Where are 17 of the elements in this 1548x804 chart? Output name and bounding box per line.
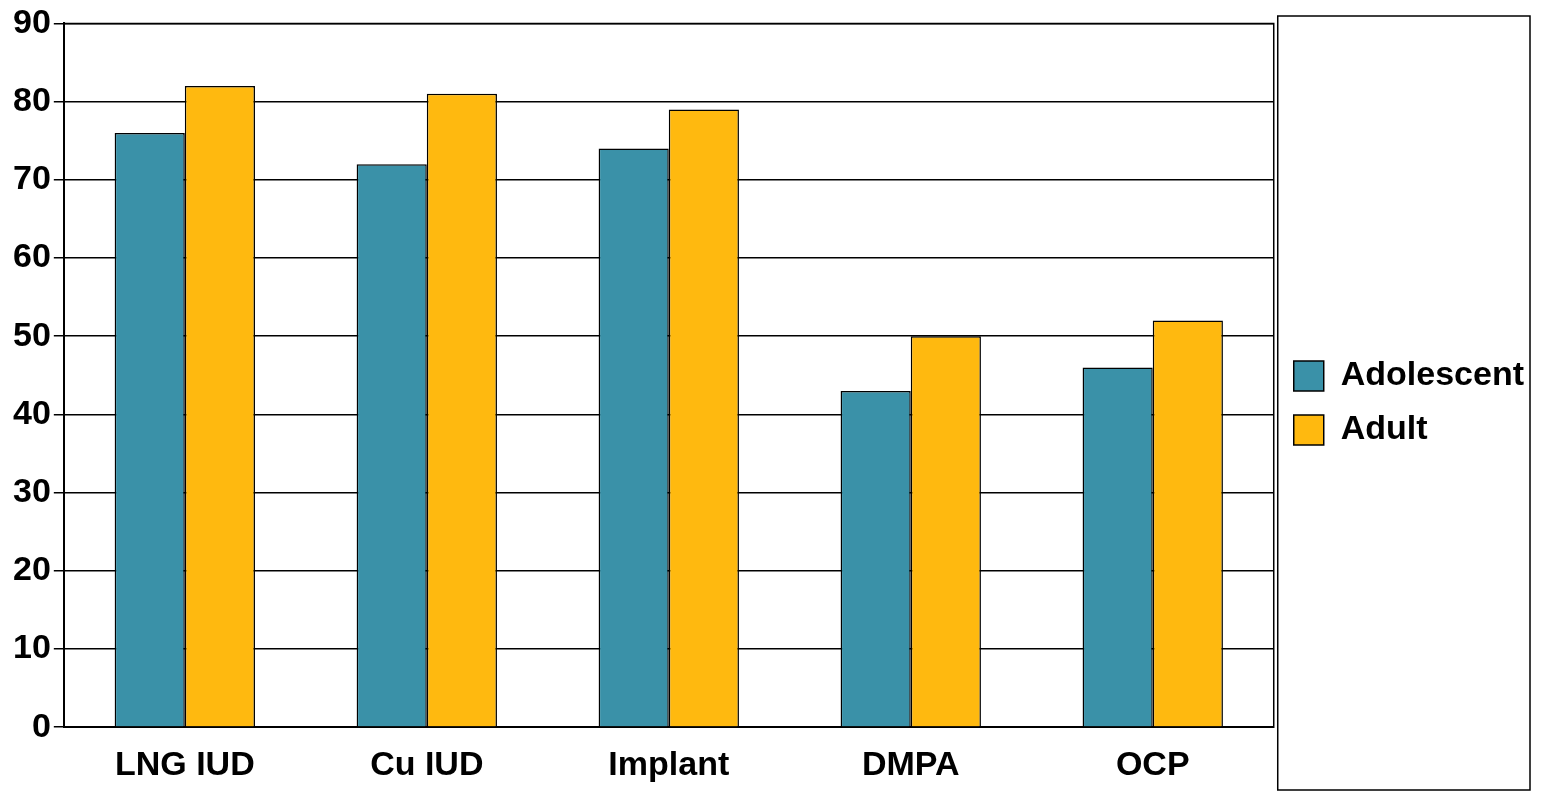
x-tick-label: LNG IUD	[114, 743, 255, 782]
legend-label: Adolescent	[1340, 354, 1524, 393]
y-tick-label: 30	[12, 470, 51, 509]
y-tick-label: 80	[12, 79, 51, 118]
y-tick-label: 40	[12, 392, 51, 431]
y-tick-label: 20	[12, 549, 51, 588]
x-tick-label: DMPA	[861, 743, 960, 782]
x-tick-label: Implant	[608, 743, 730, 782]
y-tick-label: 90	[12, 1, 51, 40]
legend-label: Adult	[1340, 408, 1428, 447]
y-tick-label: 10	[12, 627, 51, 666]
y-tick-label: 50	[12, 314, 51, 353]
x-tick-label: OCP	[1115, 743, 1190, 782]
y-tick-label: 70	[12, 158, 51, 197]
y-tick-label: 60	[12, 236, 51, 275]
x-tick-label: Cu IUD	[370, 743, 484, 782]
y-tick-label: 0	[31, 705, 51, 744]
